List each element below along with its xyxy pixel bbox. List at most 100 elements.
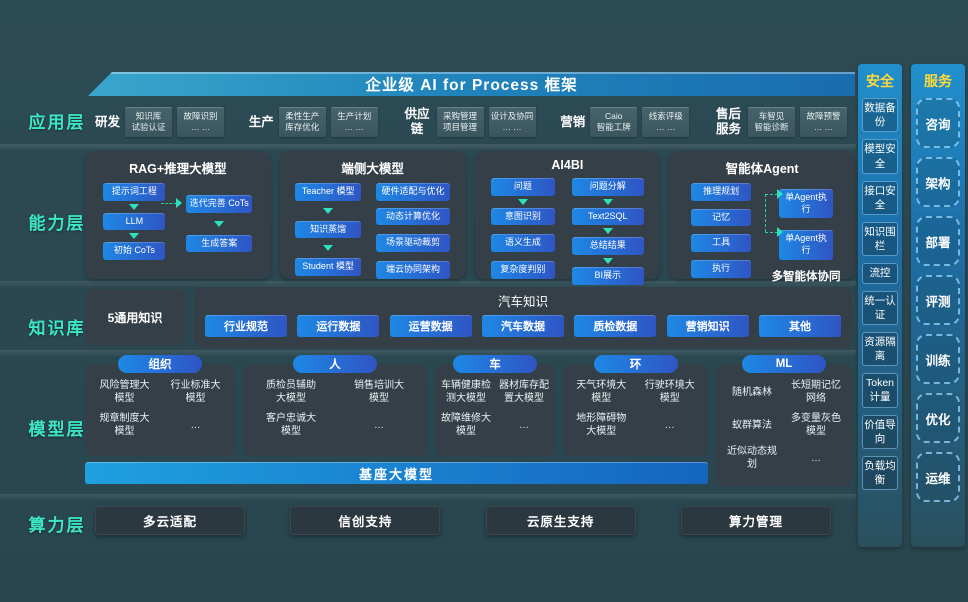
flow-chip: 提示词工程 <box>103 183 166 201</box>
knowledge-chip: 运行数据 <box>297 315 380 337</box>
compute-item: 算力管理 <box>680 506 831 535</box>
agent-box: 智能体Agent 推理规划 记忆 工具 执行 单Agent执行 单Agent执行… <box>669 151 855 283</box>
model-group-pill: 环 <box>593 355 678 373</box>
app-chip-line: 生产计划 <box>337 110 372 121</box>
flow-chip: Teacher 模型 <box>295 183 362 201</box>
model-item: … <box>811 452 821 464</box>
edge-feature-list: 硬件适配与优化 动态计算优化 场景驱动裁剪 端云协同架构 <box>376 183 451 279</box>
compute-item: 信创支持 <box>290 506 441 535</box>
layer-divider <box>0 350 856 356</box>
list-chip: 硬件适配与优化 <box>376 183 451 201</box>
ai4bi-box: AI4BI 问题 意图识别 语义生成 复杂度判别 问题分解 Text2SQL 总… <box>474 151 661 285</box>
flow-chip: 问题 <box>490 178 555 196</box>
flow-connector <box>161 203 177 204</box>
flow-chip: 复杂度判别 <box>490 261 555 279</box>
page-title-band: 企业级 AI for Process 框架 <box>88 72 855 96</box>
model-group-grid: 质检员辅助大模型 销售培训大模型 客户忠诚大模型 … <box>243 364 427 443</box>
security-item: 统一认证 <box>862 290 898 325</box>
app-chip: 生产计划 … … <box>330 107 378 137</box>
flow-chip: 单Agent执行 <box>779 189 834 219</box>
flow-chip: 初始 CoTs <box>103 242 166 261</box>
compute-item: 云原生支持 <box>485 506 636 535</box>
box-title: 端侧大模型 <box>341 162 404 176</box>
model-item: … <box>190 419 201 431</box>
app-group-label: 售后服务 <box>715 107 741 136</box>
app-chip: 车智见 智能诊断 <box>747 107 795 137</box>
flow-chip: 知识蒸馏 <box>295 220 362 239</box>
arrow-right-icon <box>176 198 182 208</box>
security-item: 价值导向 <box>862 414 898 449</box>
app-chip-line: 线索评级 <box>648 110 683 121</box>
model-group-pill: ML <box>742 355 826 373</box>
model-item: … <box>664 419 675 431</box>
arrow-down-icon <box>129 233 140 240</box>
layer-label-knowledge: 知识库 <box>28 319 86 338</box>
model-group-vehicle: 车 车辆健康检测大模型 器材库存配置大模型 故障维修大模型 … <box>435 355 555 456</box>
knowledge-chip: 行业规范 <box>205 315 287 337</box>
model-item: 随机森林 <box>732 386 772 398</box>
arrow-down-icon <box>517 198 528 205</box>
box-title: 智能体Agent <box>725 162 799 176</box>
flow-chip: 总结结果 <box>571 237 644 256</box>
model-group-people: 人 质检员辅助大模型 销售培训大模型 客户忠诚大模型 … <box>243 355 427 456</box>
rag-reasoning-box: RAG+推理大模型 提示词工程 LLM 初始 CoTs 迭代完善 CoTs 生成… <box>85 151 271 279</box>
rag-left-flow: 提示词工程 LLM 初始 CoTs <box>103 183 166 261</box>
model-group-ml: ML 随机森林 长短期记忆网络 蚁群算法 多变量灰色模型 近似动态规划 … <box>716 355 852 486</box>
service-item: 架构 <box>916 157 960 207</box>
app-group-label: 营销 <box>560 114 586 129</box>
model-item: 地形障碍物大模型 <box>576 413 627 437</box>
app-chip: 采购管理 项目管理 <box>436 107 484 137</box>
flow-chip: Text2SQL <box>571 207 644 226</box>
knowledge-chip: 运营数据 <box>389 315 472 337</box>
model-item: … <box>374 419 384 431</box>
layer-label-capability: 能力层 <box>28 214 86 233</box>
agent-execution-column: 单Agent执行 单Agent执行 多智能体协同 <box>772 183 841 284</box>
app-group-label: 生产 <box>248 114 274 129</box>
flow-connector <box>765 232 779 233</box>
arrow-down-icon <box>323 245 334 252</box>
app-group-marketing: 营销 Caio 智能工牌 线索评级 … … <box>560 107 690 137</box>
app-chip-line: … … <box>813 122 834 132</box>
compute-item: 多云适配 <box>95 506 245 535</box>
service-item: 训练 <box>916 334 960 384</box>
list-chip: 执行 <box>691 260 752 278</box>
security-column: 安全 数据备份 模型安全 接口安全 知识围栏 流控 统一认证 资源隔离 Toke… <box>858 64 902 547</box>
list-chip: 工具 <box>691 234 752 253</box>
app-chip-line: 故障预警 <box>806 110 841 121</box>
app-chip: 设计及协同 … … <box>488 107 536 137</box>
app-chip-line: 车智见 <box>758 110 785 121</box>
app-chip-line: 库存优化 <box>285 122 320 132</box>
app-chip: 故障识别 … … <box>177 107 225 137</box>
model-item: 近似动态规划 <box>727 446 777 470</box>
security-item: 资源隔离 <box>862 331 898 367</box>
arrow-down-icon <box>129 203 140 210</box>
agent-columns: 推理规划 记忆 工具 执行 单Agent执行 单Agent执行 多智能体协同 <box>677 183 847 284</box>
arrow-down-icon <box>602 258 613 265</box>
app-group-after-sales: 售后服务 车智见 智能诊断 故障预警 … … <box>714 107 847 137</box>
auto-knowledge-box: 汽车知识 行业规范 运行数据 运营数据 汽车数据 质检数据 营销知识 其他 <box>194 287 852 348</box>
flow-chip: BI展示 <box>571 267 644 285</box>
security-item: 数据备份 <box>862 98 898 133</box>
edge-columns: Teacher 模型 知识蒸馏 Student 模型 硬件适配与优化 动态计算优… <box>288 183 458 279</box>
flow-chip: Student 模型 <box>295 258 362 277</box>
service-item: 评测 <box>916 275 960 325</box>
app-chip-line: 故障识别 <box>183 110 218 121</box>
flow-chip: 意图识别 <box>490 207 555 226</box>
list-chip: 动态计算优化 <box>376 207 451 226</box>
flow-chip: 生成答案 <box>186 234 253 253</box>
app-chip: 柔性生产 库存优化 <box>278 107 326 137</box>
model-group-grid: 天气环境大模型 行驶环境大模型 地形障碍物大模型 … <box>563 364 708 443</box>
model-item: 故障维修大模型 <box>441 413 491 437</box>
model-item: … <box>519 419 529 431</box>
security-item: 知识围栏 <box>862 222 898 257</box>
model-item: 行业标准大模型 <box>170 380 221 404</box>
model-group-pill: 车 <box>453 355 537 373</box>
app-chip-line: 项目管理 <box>442 122 477 132</box>
app-chip-line: 智能工牌 <box>596 122 631 132</box>
security-item: 接口安全 <box>862 180 898 216</box>
rag-right-flow: 迭代完善 CoTs 生成答案 <box>186 183 253 260</box>
flow-chip: LLM <box>103 212 166 231</box>
list-chip: 推理规划 <box>691 183 752 201</box>
application-layer: 研发 知识库 试验认证 故障识别 … … 生产 柔性生产 库存优化 生产计划 …… <box>95 100 847 144</box>
